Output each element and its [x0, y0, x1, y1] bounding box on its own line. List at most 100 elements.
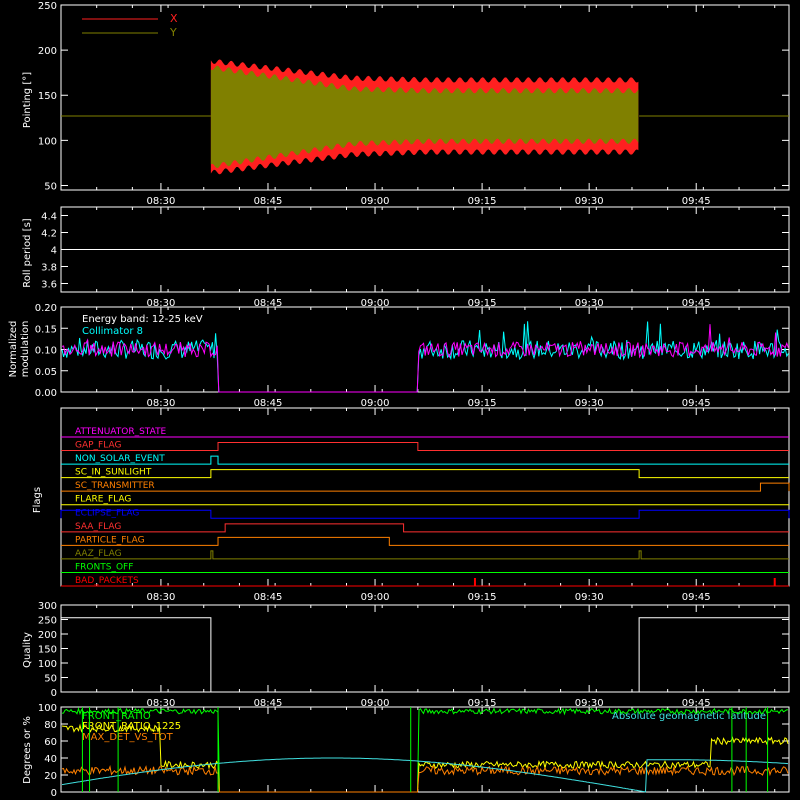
pointing-y-band — [210, 65, 639, 169]
x-tick-label: 09:45 — [682, 196, 711, 207]
roll-period-ylabel: Roll period [s] — [22, 218, 33, 287]
x-tick-label: 08:45 — [254, 298, 283, 309]
flag-label: FRONTS_OFF — [75, 562, 133, 572]
x-tick-label: 09:00 — [361, 592, 390, 603]
x-tick-label: 08:45 — [254, 698, 283, 709]
x-tick-label: 09:15 — [468, 196, 497, 207]
flag-label: ATTENUATOR_STATE — [75, 427, 167, 437]
panel-frame — [60, 706, 790, 793]
flag-label: FLARE_FLAG — [75, 495, 131, 505]
x-tick-label: 08:30 — [147, 592, 176, 603]
x-tick-label: 08:45 — [254, 196, 283, 207]
flag-line — [61, 482, 790, 492]
y-tick-label: 200 — [38, 630, 57, 641]
x-tick-label: 09:45 — [682, 592, 711, 603]
y-tick-label: 20 — [44, 771, 57, 782]
x-tick-label: 09:15 — [468, 698, 497, 709]
flag-label: BAD_PACKETS — [75, 576, 139, 586]
y-tick-label: 0.20 — [35, 303, 57, 314]
quality-ylabel: Quality — [22, 632, 33, 668]
y-tick-label: 60 — [44, 737, 57, 748]
x-tick-label: 08:30 — [147, 698, 176, 709]
y-tick-label: 50 — [44, 674, 57, 685]
modulation-series — [61, 324, 789, 393]
y-tick-label: 0 — [51, 788, 57, 799]
legend-max-det: MAX_DET_VS_TOT — [82, 732, 174, 743]
y-tick-label: 3.8 — [41, 263, 57, 274]
y-tick-label: 0.05 — [35, 367, 57, 378]
roll-period-panel: Roll period [s] 08:30 08:45 09:00 09:15 09:3… — [22, 206, 790, 309]
y-tick-label: 0 — [51, 688, 57, 699]
x-tick-label: 09:15 — [468, 398, 497, 409]
front-ratio-series — [61, 706, 789, 793]
ratio-panel: Degrees or % FRONT_RATIO FRONT_RATIO_122… — [22, 703, 790, 799]
x-tick-label: 09:00 — [361, 398, 390, 409]
y-tick-label: 300 — [38, 601, 57, 612]
modulation-ylabel-1: Normalized — [8, 321, 19, 378]
geomag-latitude-series — [61, 757, 789, 793]
y-tick-label: 3.6 — [41, 280, 57, 291]
x-tick-label: 09:45 — [682, 298, 711, 309]
x-tick-label: 09:30 — [575, 592, 604, 603]
energy-band-annotation: Energy band: 12-25 keV — [82, 314, 203, 325]
legend-x-label: X — [170, 12, 178, 25]
y-tick-label: 150 — [38, 91, 57, 102]
y-tick-label: 200 — [38, 46, 57, 57]
flag-line — [61, 550, 789, 560]
y-tick-label: 100 — [38, 703, 57, 714]
y-tick-label: 250 — [38, 616, 57, 627]
ratio-ylabel: Degrees or % — [22, 716, 33, 784]
x-tick-label: 09:30 — [575, 398, 604, 409]
y-tick-label: 4.2 — [41, 229, 57, 240]
quality-line — [61, 617, 789, 693]
flag-line — [60, 509, 790, 519]
y-tick-label: 40 — [44, 754, 57, 765]
x-tick-label: 08:45 — [254, 592, 283, 603]
y-tick-label: 0.15 — [35, 324, 57, 335]
x-tick-label: 08:30 — [147, 196, 176, 207]
legend-geomag-latitude: Absolute geomagnetic latitude — [612, 711, 766, 722]
flag-line — [61, 469, 789, 479]
collimator-legend-label: Collimator 8 — [82, 326, 143, 337]
x-tick-label: 08:30 — [147, 298, 176, 309]
flag-label: SC_TRANSMITTER — [75, 481, 155, 491]
modulation-panel: Normalized modulation Energy band: 12-25… — [8, 303, 790, 409]
max-det-series — [61, 764, 789, 793]
y-tick-label: 50 — [44, 181, 57, 192]
flag-line — [61, 455, 789, 465]
y-tick-label: 250 — [38, 1, 57, 12]
x-tick-label: 09:45 — [682, 698, 711, 709]
legend-front-ratio: FRONT_RATIO — [82, 711, 151, 722]
modulation-ylabel-2: modulation — [20, 321, 31, 378]
flag-line — [61, 536, 789, 546]
flags-ylabel: Flags — [32, 487, 43, 513]
flag-label: AAZ_FLAG — [75, 549, 122, 559]
y-tick-label: 100 — [38, 136, 57, 147]
flag-label: ECLIPSE_FLAG — [75, 508, 139, 518]
x-tick-label: 09:00 — [361, 698, 390, 709]
x-tick-label: 09:15 — [468, 298, 497, 309]
y-tick-label: 4 — [51, 246, 57, 257]
flag-line — [61, 523, 789, 533]
x-tick-label: 09:00 — [361, 196, 390, 207]
flag-label: NON_SOLAR_EVENT — [75, 454, 165, 464]
y-tick-label: 150 — [38, 645, 57, 656]
quality-panel: Quality 08:30 08:45 09:00 09:15 09:30 09:45 0 5… — [22, 601, 790, 709]
x-tick-label: 09:15 — [468, 592, 497, 603]
x-tick-label: 09:30 — [575, 298, 604, 309]
x-tick-label: 09:30 — [575, 698, 604, 709]
flag-label: SAA_FLAG — [75, 522, 121, 532]
pointing-panel: Pointing [°] X Y 08:30 08:45 09:00 09:15 09:… — [22, 1, 790, 207]
y-tick-label: 80 — [44, 720, 57, 731]
y-tick-label: 0.10 — [35, 346, 57, 357]
x-tick-label: 08:30 — [147, 398, 176, 409]
flag-label: SC_IN_SUNLIGHT — [75, 468, 152, 478]
pointing-legend: X Y — [82, 12, 178, 39]
collimator-series — [61, 321, 789, 393]
panel-frame — [60, 4, 790, 191]
x-tick-label: 09:45 — [682, 398, 711, 409]
flag-label: GAP_FLAG — [75, 441, 121, 451]
legend-y-label: Y — [169, 26, 177, 39]
x-tick-label: 08:45 — [254, 398, 283, 409]
